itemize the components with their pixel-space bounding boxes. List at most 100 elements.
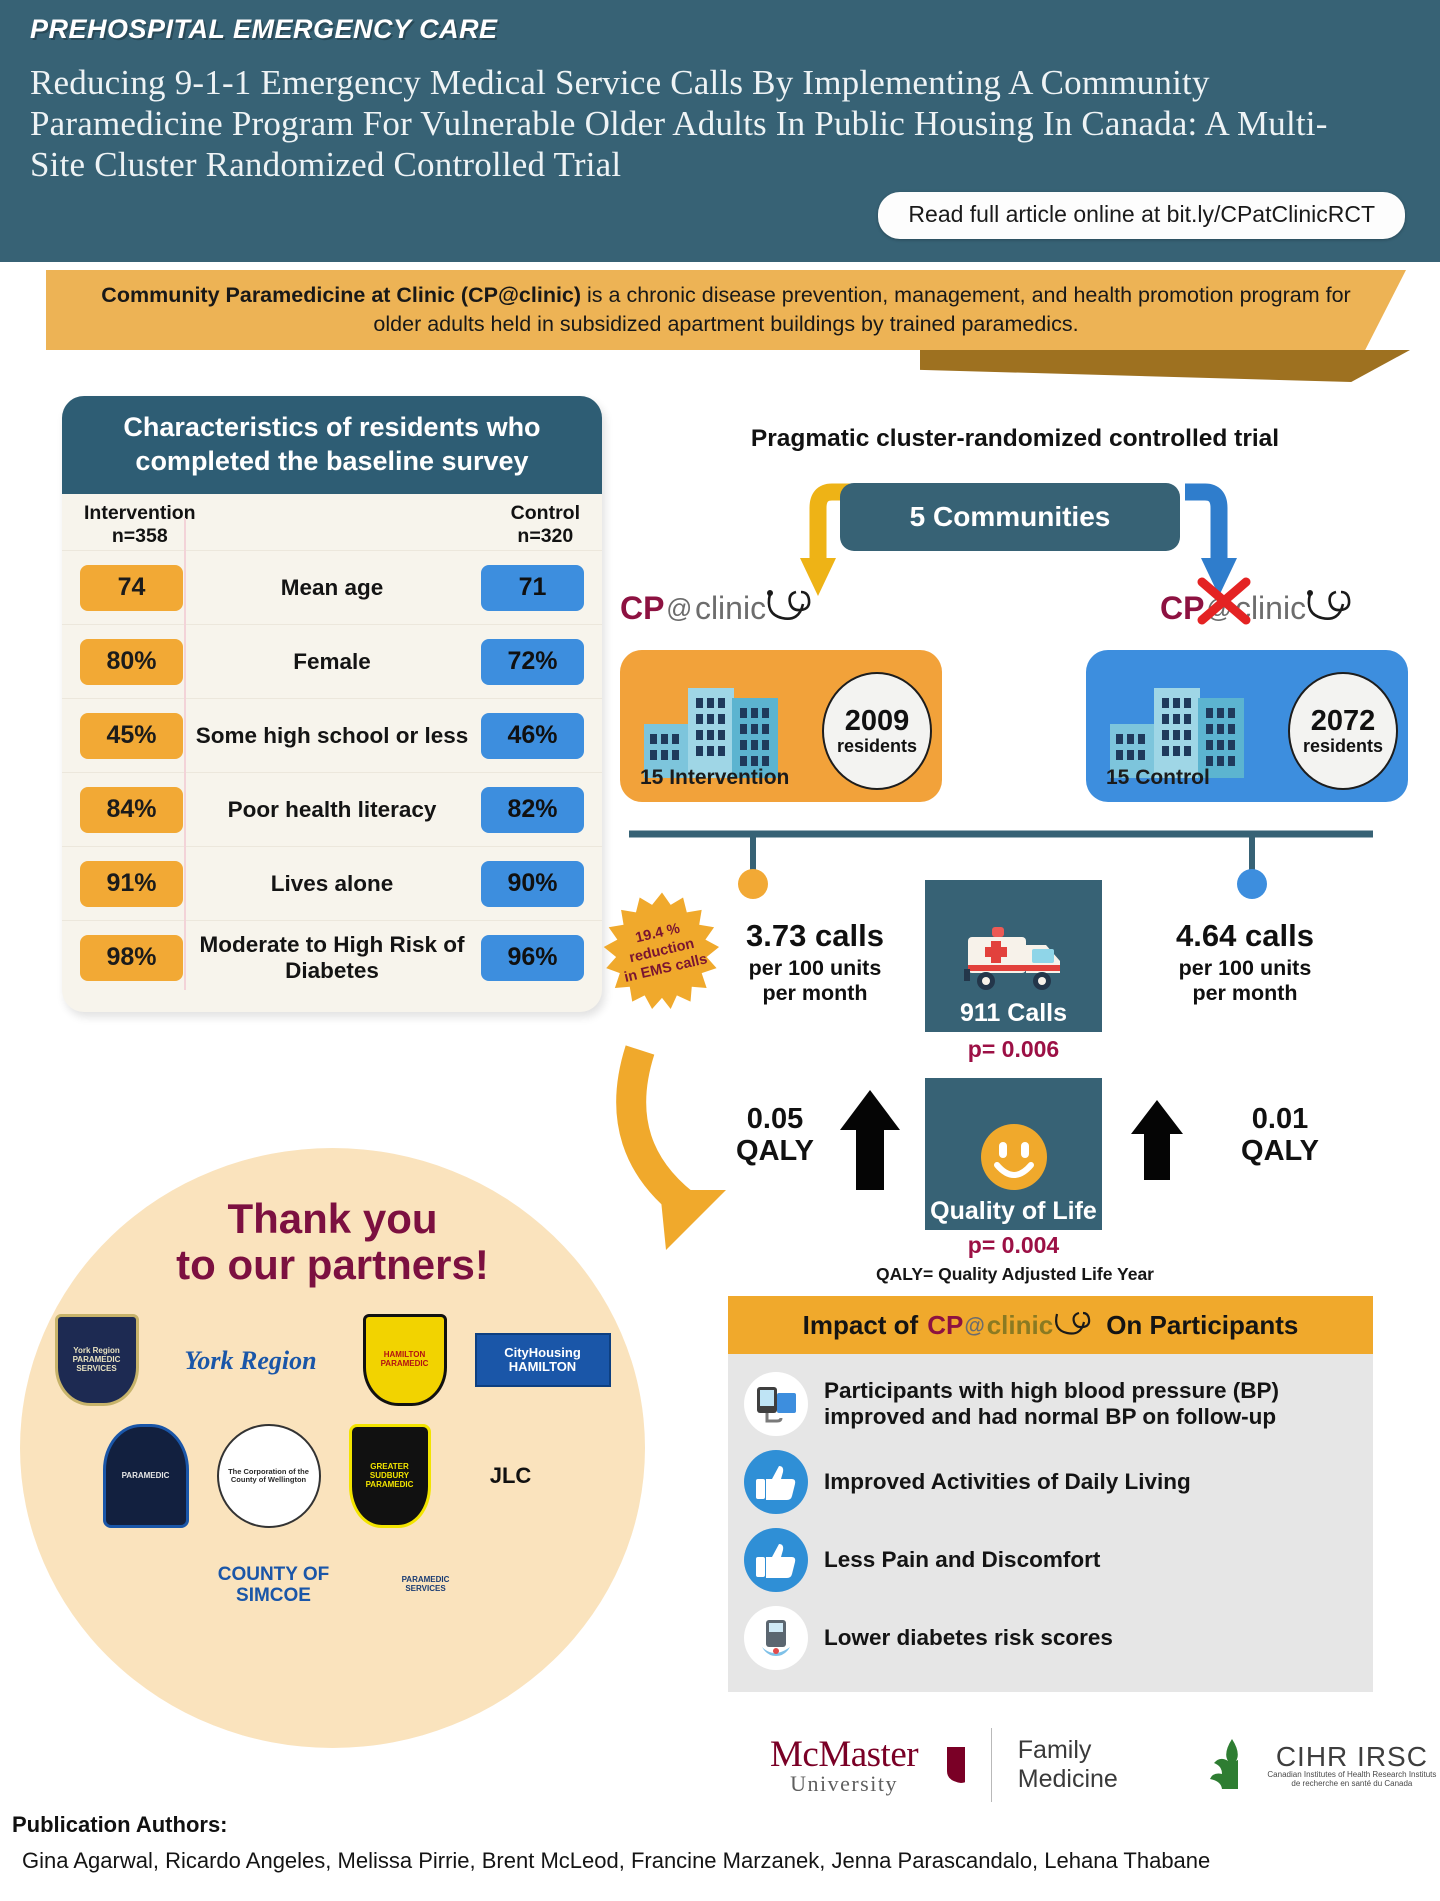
apartment-buildings-icon [1110, 688, 1244, 778]
impact-panel: Impact of CP @ clinic On Participants Part… [728, 1296, 1373, 1692]
residents-count: 2072 [1310, 705, 1376, 738]
logo-cp-text: CP [927, 1309, 964, 1340]
ribbon-text: Community Paramedicine at Clinic (CP@cli… [91, 281, 1361, 338]
characteristics-heading: Characteristics of residents who complet… [62, 396, 602, 495]
partner-logos-grid: York Region PARAMEDIC SERVICES York Regio… [20, 1314, 645, 1624]
cihr-line2: Canadian Institutes of Health Research I… [1267, 1770, 1437, 1788]
cityhousing-hamilton-logo: CityHousing HAMILTON [474, 1333, 611, 1388]
control-value-pill: 82% [481, 786, 584, 833]
control-arm-label: 15 Control [1106, 766, 1210, 789]
page-title: Reducing 9-1-1 Emergency Medical Service… [30, 63, 1328, 184]
cp-at-clinic-logo-control: CP@clinic [1160, 588, 1360, 628]
stethoscope-icon [1307, 590, 1351, 620]
county-of-wellington-logo: The Corporation of the County of Welling… [216, 1424, 321, 1529]
calls-value: 3.73 calls [746, 918, 884, 953]
control-residents-badge: 2072 residents [1288, 672, 1398, 790]
intervention-qaly-stat: 0.05 QALY [736, 1103, 814, 1167]
partners-heading-line2: to our partners! [176, 1241, 489, 1289]
911-calls-tile: 911 Calls [925, 880, 1102, 1032]
partner-logo-row: COUNTY OF SIMCOE PARAMEDIC SERVICES [195, 1546, 471, 1624]
ribbon-bold-lead: Community Paramedicine at Clinic (CP@cli… [101, 283, 582, 308]
cihr-line1: CIHR IRSC [1275, 1740, 1428, 1772]
ribbon-rest: is a chronic disease prevention, managem… [373, 283, 1351, 336]
characteristics-row: 45% Some high school or less 46% [62, 698, 602, 772]
impact-item-text: Lower diabetes risk scores [824, 1624, 1113, 1650]
logo-clinic-text: clinic [986, 1309, 1054, 1340]
control-value-pill: 96% [481, 934, 584, 981]
read-full-article-button[interactable]: Read full article online at bit.ly/CPatC… [878, 192, 1405, 239]
residents-label: residents [836, 735, 918, 756]
characteristic-label: Mean age [280, 574, 384, 600]
up-arrow-icon-control [1131, 1100, 1183, 1180]
impact-items-list: Participants with high blood pressure (B… [728, 1354, 1373, 1692]
911-p-value: p= 0.006 [967, 1036, 1060, 1062]
column-header-control: Control n=320 [511, 502, 580, 548]
impact-head-post: On Participants [1106, 1309, 1299, 1340]
ambulance-icon [963, 926, 1060, 990]
control-value-pill: 72% [481, 638, 584, 685]
divider [990, 1728, 992, 1802]
mcmaster-university-logo: McMaster University [770, 1736, 919, 1796]
cp-at-clinic-logo-intervention: CP @ clinic [620, 588, 820, 628]
communities-box: 5 Communities [840, 483, 1180, 551]
partner-logo-row: York Region PARAMEDIC SERVICES York Regio… [54, 1314, 611, 1407]
intervention-value-pill: 80% [80, 638, 183, 685]
partners-heading-line1: Thank you [227, 1195, 438, 1242]
residents-count: 2009 [844, 705, 910, 738]
mcmaster-shield-icon [947, 1747, 965, 1783]
authors-label: Publication Authors: [12, 1812, 228, 1837]
starburst-icon [603, 892, 720, 1010]
quality-of-life-label: Quality of Life [930, 1196, 1097, 1225]
thumbs-up-icon [744, 1450, 808, 1514]
intervention-calls-stat: 3.73 calls per 100 units per month [735, 918, 895, 1005]
logo-clinic-text: clinic [694, 589, 767, 626]
intervention-value-pill: 45% [80, 712, 183, 759]
intervention-value-pill: 74 [80, 564, 183, 611]
authors-list: Gina Agarwal, Ricardo Angeles, Melissa P… [22, 1848, 1211, 1873]
impact-item: Improved Activities of Daily Living [744, 1450, 1361, 1514]
residents-label: residents [1302, 735, 1384, 756]
control-label: Control [510, 502, 580, 525]
randomization-arrows [800, 483, 1237, 596]
cp-at-clinic-logo-impact: CP @ clinic [927, 1310, 1097, 1341]
logo-cp-text: CP [1160, 589, 1205, 626]
characteristic-label: Some high school or less [195, 722, 469, 748]
characteristics-row: 91% Lives alone 90% [62, 846, 602, 920]
cihr-logo: CIHR IRSC Canadian Institutes of Health … [1264, 1742, 1440, 1788]
quality-of-life-tile: Quality of Life [925, 1078, 1102, 1230]
characteristic-label: Moderate to High Risk of Diabetes [199, 931, 465, 983]
stethoscope-icon [1055, 1311, 1091, 1335]
ribbon-fold-decoration [920, 350, 1410, 382]
characteristics-card: Characteristics of residents who complet… [62, 396, 602, 1013]
characteristic-label: Poor health literacy [227, 796, 437, 822]
characteristics-row: 84% Poor health literacy 82% [62, 772, 602, 846]
red-cross-out-icon [1197, 577, 1251, 625]
calls-unit: per 100 units per month [748, 956, 882, 1005]
up-arrow-icon-intervention [840, 1090, 900, 1190]
glucometer-icon [744, 1606, 808, 1670]
cihr-leaf-icon [1209, 1739, 1238, 1789]
impact-head-pre: Impact of [802, 1309, 919, 1340]
impact-item: Lower diabetes risk scores [744, 1606, 1361, 1670]
apartment-buildings-icon [644, 688, 778, 778]
simcoe-paramedic-services-logo: PARAMEDIC SERVICES [401, 1575, 450, 1594]
characteristics-row: 98% Moderate to High Risk of Diabetes 96% [62, 920, 602, 994]
characteristic-label: Female [293, 648, 371, 674]
calls-unit: per 100 units per month [1178, 956, 1312, 1005]
county-of-simcoe-logo: COUNTY OF SIMCOE [217, 1564, 330, 1607]
program-description-ribbon: Community Paramedicine at Clinic (CP@cli… [0, 262, 1440, 382]
qaly-definition-note: QALY= Quality Adjusted Life Year [876, 1264, 1154, 1284]
mcmaster-line2: University [790, 1770, 898, 1796]
hamilton-paramedic-logo: HAMILTON PARAMEDIC [362, 1314, 447, 1407]
intervention-value-pill: 98% [80, 934, 183, 981]
impact-item-text: Participants with high blood pressure (B… [824, 1377, 1280, 1429]
impact-item-text: Less Pain and Discomfort [824, 1546, 1101, 1572]
curved-orange-arrow-icon [616, 1045, 726, 1250]
guelph-wellington-paramedic-logo: PARAMEDIC [102, 1424, 189, 1529]
greater-sudbury-paramedic-logo: GREATER SUDBURY PARAMEDIC [348, 1424, 431, 1529]
characteristics-rows: 74 Mean age 71 80% Female 72% 45% Some high sch… [62, 518, 602, 994]
impact-item: Participants with high blood pressure (B… [744, 1372, 1361, 1436]
intervention-n: n=358 [111, 525, 168, 548]
partners-circle: Thank you to our partners! York Region P… [20, 1148, 645, 1748]
york-region-paramedic-services-logo: York Region PARAMEDIC SERVICES [54, 1314, 139, 1407]
